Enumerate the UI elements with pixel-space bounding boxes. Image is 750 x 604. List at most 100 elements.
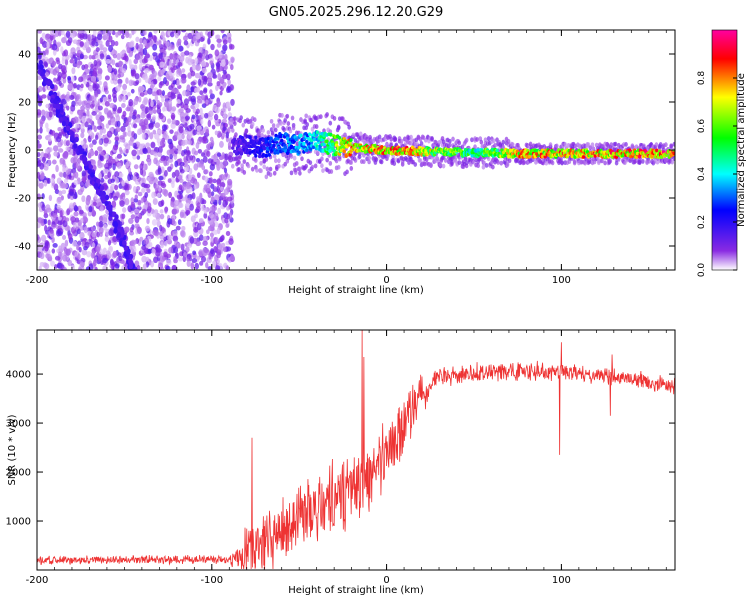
noise-cell: [43, 179, 48, 187]
noise-cell: [89, 143, 94, 148]
noise-cell: [136, 265, 141, 270]
noise-cell: [72, 62, 78, 68]
noise-cell: [134, 73, 140, 80]
noise-cell: [37, 134, 43, 140]
noise-cell: [122, 83, 128, 91]
halo-cell: [424, 156, 429, 162]
halo-cell: [332, 116, 337, 121]
noise-cell: [86, 109, 90, 117]
noise-cell: [148, 122, 154, 130]
noise-cell: [149, 242, 153, 248]
noise-cell: [79, 261, 85, 268]
noise-cell: [98, 220, 104, 228]
halo-cell: [586, 142, 591, 147]
noise-cell: [122, 110, 127, 118]
noise-cell: [51, 43, 58, 51]
noise-cell: [186, 165, 190, 172]
halo-cell: [641, 158, 645, 164]
noise-cell: [170, 201, 175, 208]
streak-cell: [116, 232, 122, 238]
noise-cell: [125, 32, 130, 39]
halo-cell: [505, 161, 510, 167]
noise-cell: [137, 199, 142, 206]
noise-cell: [128, 139, 134, 146]
noise-cell: [163, 159, 168, 167]
noise-cell: [60, 181, 66, 189]
halo-cell: [288, 128, 293, 134]
noise-cell: [172, 235, 179, 242]
noise-cell: [171, 106, 177, 112]
noise-cell: [184, 150, 191, 156]
halo-cell: [507, 158, 512, 164]
noise-cell: [62, 152, 67, 158]
noise-cell: [152, 178, 159, 184]
halo-cell: [544, 160, 549, 166]
noise-cell: [186, 84, 191, 92]
noise-cell: [224, 53, 228, 61]
noise-cell: [186, 202, 190, 209]
noise-cell: [43, 218, 48, 225]
noise-cell: [156, 89, 163, 96]
noise-cell: [225, 186, 231, 191]
halo-cell: [496, 160, 500, 165]
halo-cell: [290, 115, 295, 121]
noise-cell: [200, 256, 207, 263]
noise-cell: [199, 128, 205, 136]
noise-cell: [178, 184, 183, 191]
noise-cell: [223, 167, 228, 174]
noise-cell: [72, 240, 78, 247]
noise-cell: [182, 117, 186, 125]
halo-cell: [313, 163, 318, 169]
noise-cell: [144, 192, 149, 198]
noise-cell: [61, 36, 67, 44]
noise-cell: [89, 95, 94, 102]
noise-cell: [163, 170, 168, 177]
halo-cell: [460, 144, 465, 150]
noise-cell: [181, 139, 186, 147]
noise-cell: [171, 67, 175, 74]
noise-cell: [81, 115, 87, 123]
halo-cell: [272, 153, 277, 159]
noise-cell: [158, 40, 162, 47]
noise-cell: [200, 94, 206, 101]
noise-cell: [216, 100, 222, 107]
noise-cell: [150, 260, 155, 268]
halo-cell: [672, 141, 675, 147]
halo-cell: [603, 160, 607, 166]
noise-cell: [114, 41, 119, 47]
noise-cell: [189, 123, 195, 130]
noise-cell: [228, 238, 234, 246]
noise-cell: [73, 211, 79, 217]
noise-cell: [164, 102, 170, 108]
noise-cell: [87, 152, 92, 159]
halo-cell: [409, 134, 413, 140]
ridge-cell: [248, 135, 252, 140]
noise-cell: [98, 139, 102, 145]
halo-cell: [405, 157, 409, 162]
halo-cell: [244, 128, 249, 134]
noise-cell: [81, 249, 88, 256]
noise-cell: [209, 177, 214, 185]
ridge-cell: [231, 146, 235, 150]
noise-cell: [141, 182, 146, 188]
noise-cell: [169, 31, 175, 38]
noise-cell: [67, 75, 71, 81]
halo-cell: [237, 160, 241, 165]
noise-cell: [116, 162, 122, 169]
noise-cell: [66, 91, 70, 97]
halo-cell: [304, 163, 308, 169]
halo-cell: [669, 143, 673, 149]
halo-cell: [242, 159, 247, 164]
noise-cell: [102, 30, 108, 37]
noise-cell: [112, 53, 118, 59]
noise-cell: [187, 58, 193, 66]
halo-cell: [374, 157, 379, 162]
noise-cell: [94, 83, 100, 90]
noise-cell: [179, 169, 185, 174]
noise-cell: [176, 242, 182, 249]
noise-cell: [192, 129, 198, 136]
noise-cell: [216, 179, 222, 187]
noise-cell: [62, 267, 67, 270]
streak-cell: [93, 182, 99, 189]
noise-cell: [226, 196, 233, 202]
